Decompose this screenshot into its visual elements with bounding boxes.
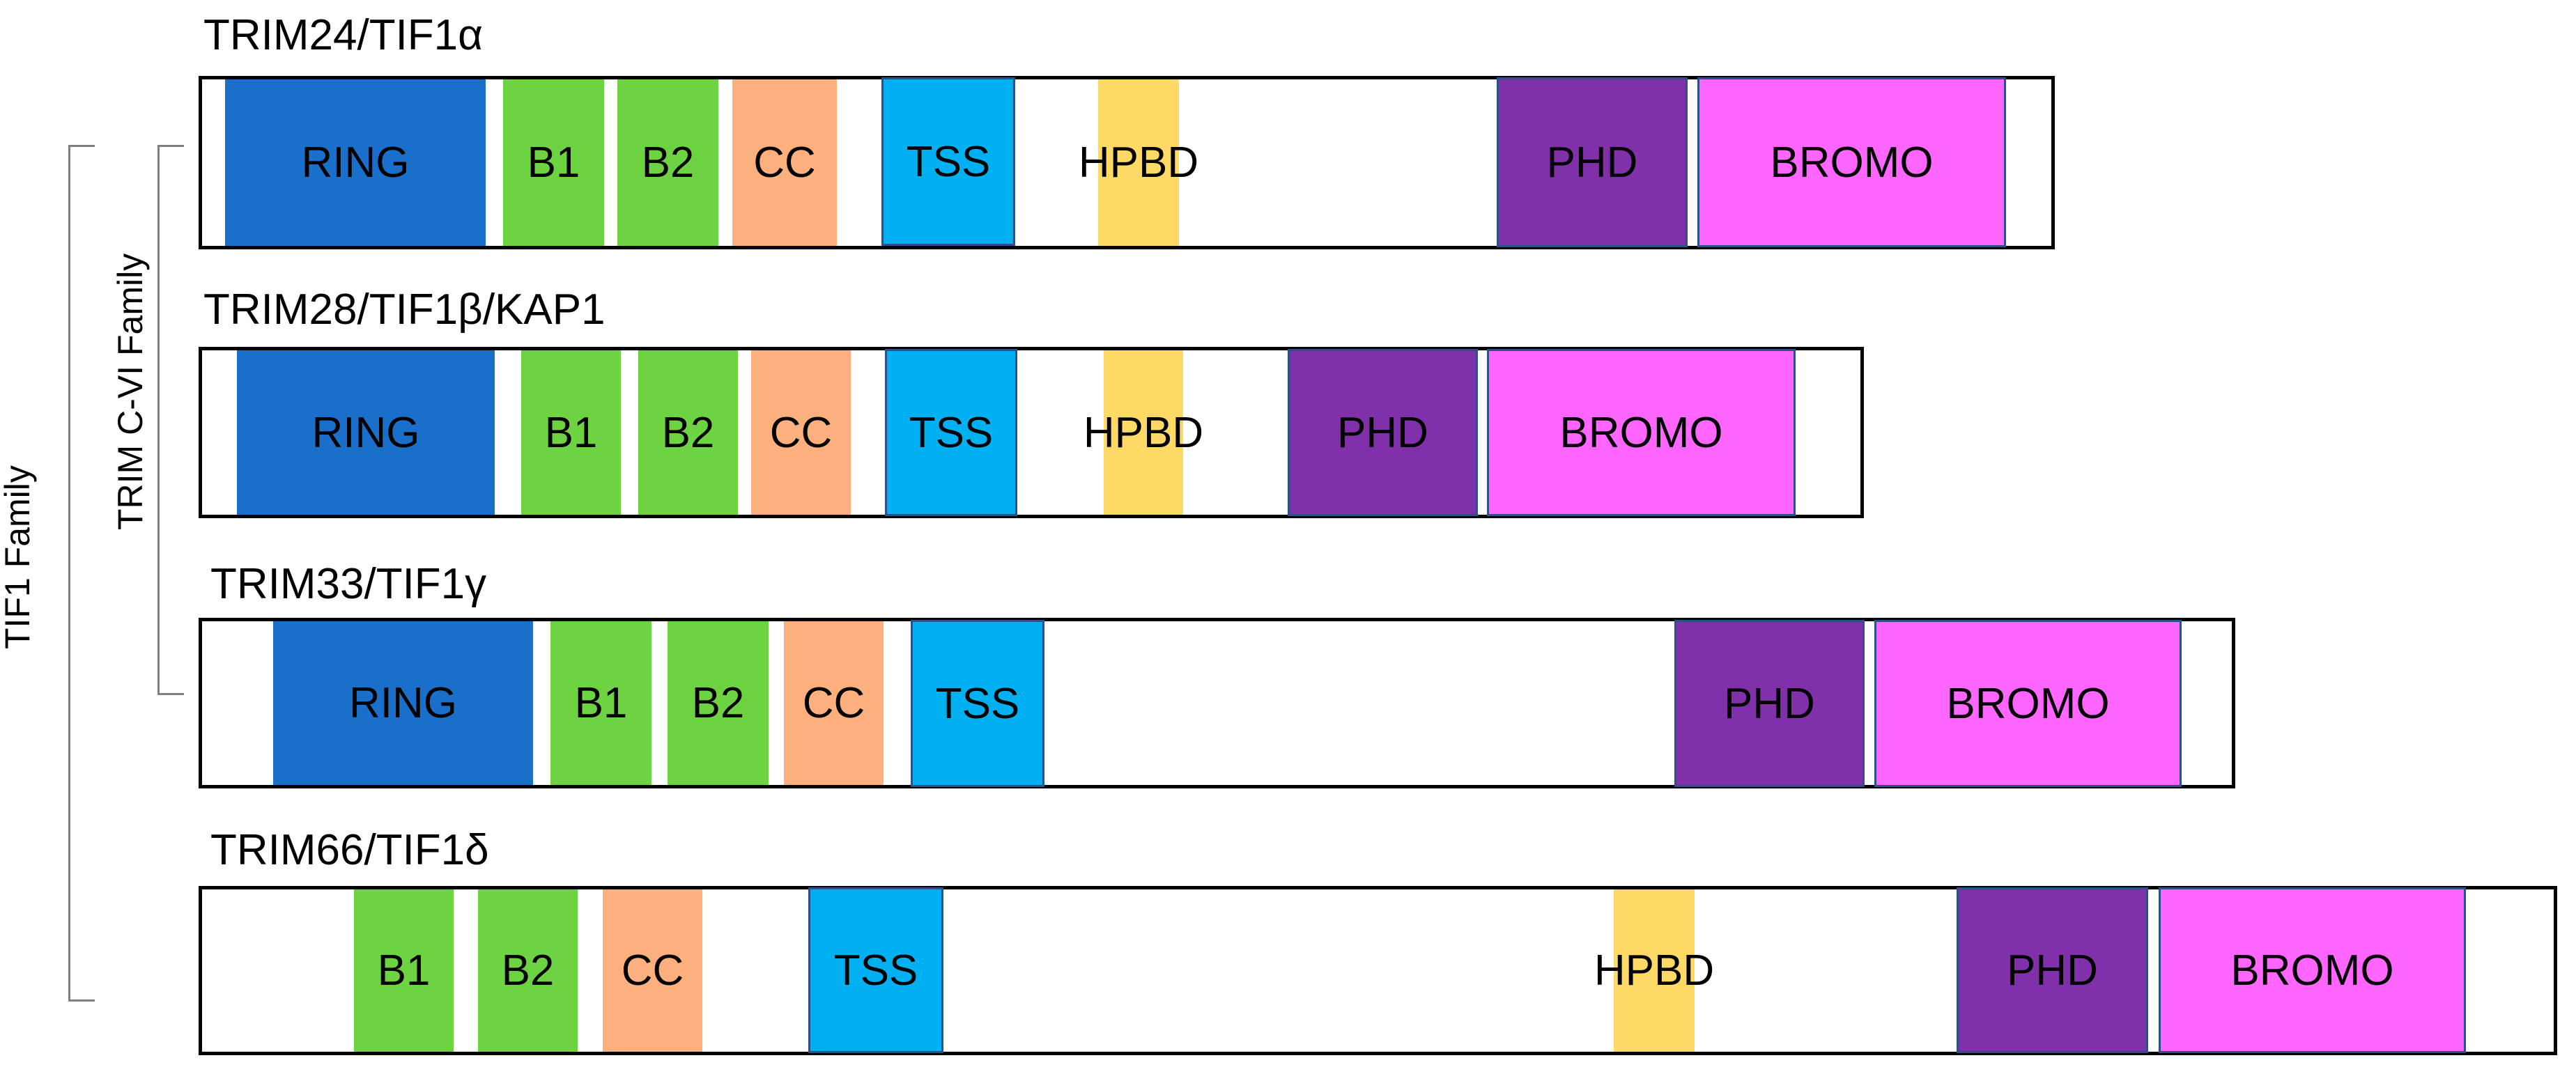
tif1-family-bracket — [68, 145, 95, 1002]
domain-bromo: BROMO — [1487, 349, 1796, 516]
domain-cc: CC — [732, 79, 837, 246]
domain-ring: RING — [273, 621, 533, 785]
protein-name-trim28: TRIM28/TIF1β/KAP1 — [203, 286, 606, 334]
domain-tss: TSS — [808, 887, 943, 1053]
domain-b1: B1 — [354, 889, 454, 1052]
domain-hpbd: HPBD — [1083, 350, 1203, 515]
domain-tss: TSS — [881, 77, 1015, 246]
domain-hpbd: HPBD — [1079, 79, 1198, 246]
domain-tss: TSS — [885, 349, 1017, 516]
protein-name-trim66: TRIM66/TIF1δ — [210, 826, 489, 874]
domain-b2: B2 — [668, 621, 769, 785]
trim-c-vi-family-label: TRIM C-VI Family — [111, 253, 150, 530]
domain-phd: PHD — [1497, 77, 1688, 247]
domain-ring: RING — [225, 79, 486, 246]
domain-b2: B2 — [638, 350, 738, 515]
domain-tss: TSS — [911, 620, 1044, 787]
domain-ring: RING — [237, 350, 495, 515]
domain-cc: CC — [603, 889, 702, 1052]
domain-phd: PHD — [1288, 349, 1478, 516]
domain-b2: B2 — [478, 889, 578, 1052]
domain-phd: PHD — [1674, 620, 1865, 787]
tif1-family-label: TIF1 Family — [0, 465, 37, 649]
protein-name-trim24: TRIM24/TIF1α — [203, 11, 484, 59]
domain-phd: PHD — [1957, 887, 2148, 1053]
trim-c-vi-family-bracket — [157, 145, 184, 695]
domain-bromo: BROMO — [1697, 77, 2006, 247]
domain-bromo: BROMO — [1874, 620, 2182, 787]
domain-b1: B1 — [503, 79, 604, 246]
domain-cc: CC — [751, 350, 851, 515]
domain-b2: B2 — [617, 79, 718, 246]
domain-cc: CC — [784, 621, 884, 785]
domain-bromo: BROMO — [2159, 887, 2466, 1053]
domain-b1: B1 — [521, 350, 621, 515]
domain-b1: B1 — [550, 621, 651, 785]
protein-name-trim33: TRIM33/TIF1γ — [210, 560, 487, 608]
domain-hpbd: HPBD — [1594, 889, 1714, 1052]
